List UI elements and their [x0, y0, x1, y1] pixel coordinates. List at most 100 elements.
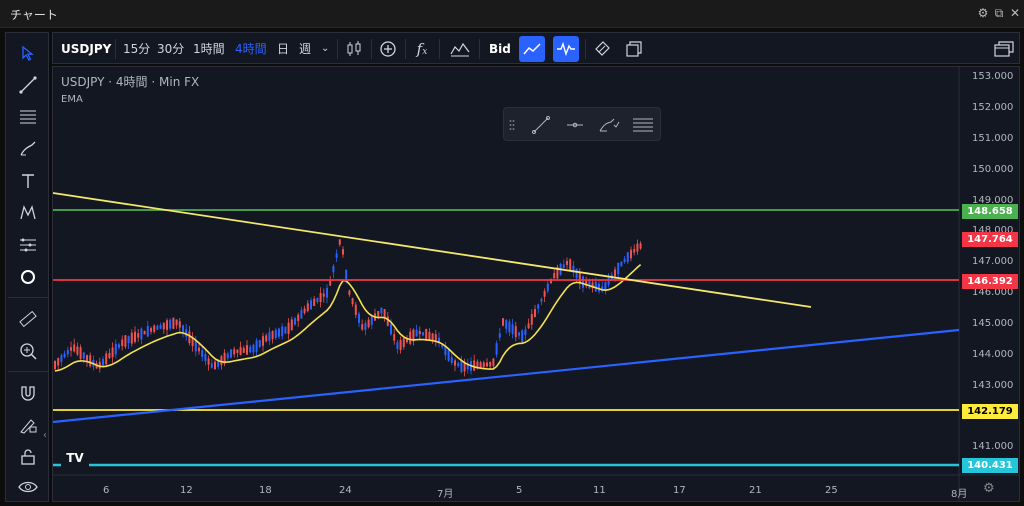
chart-area[interactable]: USDJPY · 4時間 · Min FX EMA 153.000 152.00… [52, 66, 1020, 502]
cursor-icon[interactable] [12, 39, 44, 67]
price-chart[interactable] [53, 67, 1020, 502]
interval-4h[interactable]: 4時間 [235, 42, 267, 56]
axis-settings-icon[interactable]: ⚙ [983, 481, 995, 496]
price-tick: 148.000 [972, 225, 1014, 236]
candle-body [252, 344, 255, 353]
candle-body [255, 340, 258, 352]
trend-chart-icon[interactable] [519, 36, 545, 62]
fib-icon[interactable] [630, 112, 656, 138]
candle-body [159, 324, 162, 329]
candle-body [620, 261, 623, 267]
templates-icon[interactable] [447, 36, 473, 62]
candle-body [134, 331, 136, 342]
pulse-chart-icon[interactable] [553, 36, 579, 62]
compare-add-icon[interactable] [375, 36, 401, 62]
drag-handle-icon[interactable] [506, 112, 518, 138]
candle-body [572, 265, 575, 273]
candle-body [479, 362, 482, 368]
chevron-down-icon[interactable]: ⌄ [321, 43, 330, 54]
candle-body [294, 318, 296, 325]
price-tag-yellow: 142.179 [962, 404, 1018, 419]
candle-body [594, 281, 597, 292]
candle-body [566, 260, 568, 266]
indicators-icon[interactable]: fx [416, 40, 428, 58]
candle-body [367, 319, 370, 328]
candle-body [201, 350, 204, 357]
candle-body [434, 334, 437, 343]
magnet-icon[interactable] [12, 379, 44, 407]
horizontal-ray-icon[interactable] [562, 112, 588, 138]
candle-body [466, 363, 469, 370]
interval-day[interactable]: 日 [277, 42, 290, 56]
floating-drawing-toolbar [503, 107, 661, 141]
candle-body [546, 283, 549, 292]
interval-15m[interactable]: 15分 [123, 42, 151, 56]
brush-icon[interactable] [12, 135, 44, 163]
trendline-icon[interactable] [12, 71, 44, 99]
collapse-toolbar-icon[interactable]: ‹ [43, 430, 47, 441]
candle-body [521, 330, 524, 343]
candle-body [102, 359, 104, 365]
candle-body [210, 363, 213, 368]
interval-30m[interactable]: 30分 [157, 42, 185, 56]
candle-body [233, 349, 236, 355]
candle-body [508, 321, 511, 333]
settings-icon[interactable]: ⚙ [977, 6, 989, 20]
candle-body [121, 339, 124, 347]
zoom-icon[interactable] [12, 337, 44, 365]
candle-body [444, 345, 447, 356]
candle-body [313, 298, 316, 307]
candle-body [182, 325, 184, 333]
layout-icon[interactable] [991, 36, 1017, 62]
trendline-icon[interactable] [528, 112, 554, 138]
interval-1h[interactable]: 1時間 [193, 42, 225, 56]
price-type-button[interactable]: Bid [489, 42, 511, 56]
date-tick: 8月 [951, 489, 968, 500]
candle-body [361, 324, 364, 330]
legend-indicator[interactable]: EMA [61, 94, 83, 105]
candle-body [236, 349, 239, 353]
forecast-icon[interactable] [12, 231, 44, 259]
candle-body [297, 314, 300, 321]
candle-body [207, 358, 210, 365]
popout-icon[interactable]: ⧉ [994, 6, 1004, 20]
candle-body [418, 331, 421, 335]
close-icon[interactable]: ✕ [1009, 6, 1021, 20]
candle-body [614, 269, 616, 277]
candle-body [191, 336, 194, 347]
toolbar-divider [115, 39, 116, 59]
eye-icon[interactable] [12, 473, 44, 501]
candles-layer [54, 238, 642, 377]
tradingview-logo: TV [61, 447, 89, 469]
candle-body [118, 344, 120, 348]
lock-draw-icon[interactable] [12, 411, 44, 439]
text-icon[interactable] [12, 167, 44, 195]
lock-icon[interactable] [12, 443, 44, 471]
candle-body [146, 326, 149, 337]
candle-body [249, 346, 252, 353]
candle-body [354, 304, 357, 315]
candle-body [105, 353, 108, 365]
toolbar-divider [8, 371, 48, 372]
clear-drawings-icon[interactable] [589, 36, 615, 62]
candle-body [239, 346, 242, 355]
candle-body [265, 335, 268, 342]
price-tick: 146.000 [972, 287, 1014, 298]
candle-body [607, 278, 610, 285]
candle-body [137, 333, 140, 338]
candle-body [492, 358, 495, 367]
ruler-icon[interactable] [12, 305, 44, 333]
pattern-icon[interactable] [12, 199, 44, 227]
date-tick: 6 [103, 485, 110, 496]
candle-body [358, 313, 360, 323]
circle-icon[interactable] [12, 263, 44, 291]
fib-icon[interactable] [12, 103, 44, 131]
candle-body [486, 362, 488, 367]
symbol-button[interactable]: USDJPY [61, 42, 112, 56]
candle-body [518, 332, 520, 336]
candle-body [447, 349, 450, 361]
brush-icon[interactable] [596, 112, 622, 138]
candles-icon[interactable] [341, 36, 367, 62]
interval-week[interactable]: 週 [299, 42, 312, 56]
layers-icon[interactable] [621, 36, 647, 62]
